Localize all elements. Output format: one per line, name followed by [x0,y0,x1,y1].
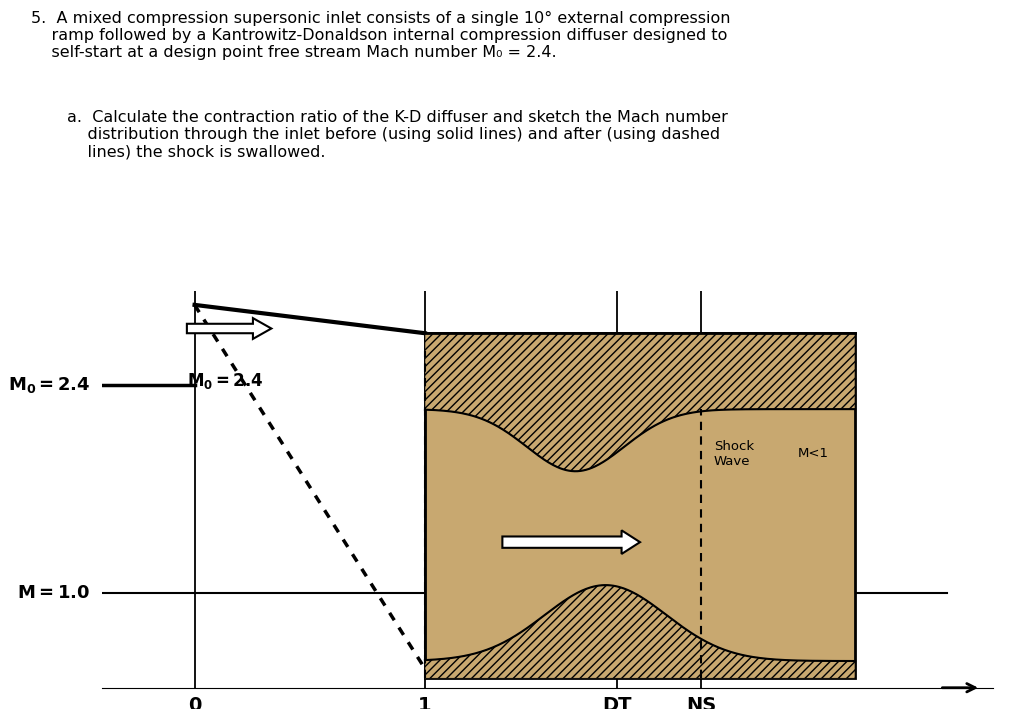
FancyArrow shape [503,530,640,554]
FancyArrow shape [186,318,271,339]
Text: $\mathbf{M = 1.0}$: $\mathbf{M = 1.0}$ [17,584,90,602]
Polygon shape [425,585,855,679]
Text: a.  Calculate the contraction ratio of the K-D diffuser and sketch the Mach numb: a. Calculate the contraction ratio of th… [67,110,727,160]
Text: $\mathbf{M_0 = 2.4}$: $\mathbf{M_0 = 2.4}$ [7,375,90,395]
Text: $\mathbf{M_0 = 2.4}$: $\mathbf{M_0 = 2.4}$ [186,371,263,391]
Polygon shape [425,333,855,471]
Text: M<1: M<1 [799,447,829,461]
Text: 5.  A mixed compression supersonic inlet consists of a single 10° external compr: 5. A mixed compression supersonic inlet … [31,11,730,60]
Bar [425,333,855,679]
Text: Shock
Wave: Shock Wave [714,440,754,468]
